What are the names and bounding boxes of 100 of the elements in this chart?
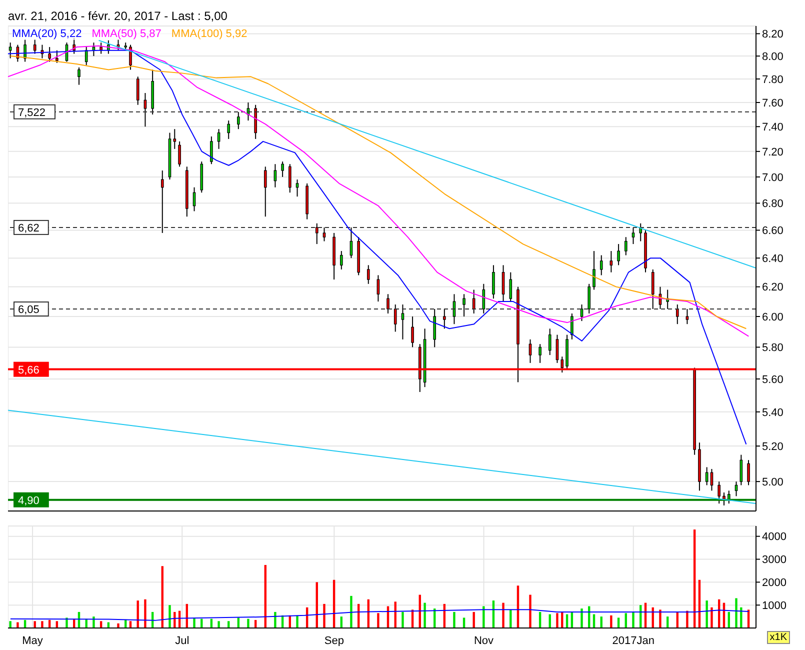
bar [706,600,708,628]
bar [556,613,558,628]
candlestick [350,226,353,259]
series-label: MMA(20) 5,22 [12,28,82,40]
candlestick [588,283,591,314]
y-tick-label: 7.40 [762,122,784,134]
candlestick [610,250,613,273]
candlestick [411,316,414,348]
y-tick-label: 8.00 [762,50,784,63]
text: MMA(100) 5,92 [171,28,248,40]
candlestick [705,466,708,486]
bar [610,615,612,628]
y-tick-label: 5.80 [762,342,784,354]
y-tick-label: 6.20 [762,282,784,294]
candlestick [78,66,80,86]
bar [453,612,456,628]
candlestick [600,254,603,276]
bar [529,594,532,628]
candlestick [686,308,689,325]
candlestick [676,304,679,325]
bar [350,596,352,628]
y-tick-label: 6.60 [762,225,784,238]
bar [66,618,68,628]
x-tick-label: Nov [474,634,494,647]
bar [323,604,326,628]
y-tick-label: 1000 [762,600,786,612]
candlestick [288,164,292,194]
bar [41,621,44,628]
bar [117,623,120,628]
candlestick [144,92,147,128]
candlestick [433,308,436,348]
bar [402,612,404,628]
x-tick-label: 2017Jan [612,634,654,647]
candlestick [538,344,542,364]
candlestick [178,140,181,168]
x-tick-label: Sep [324,634,344,647]
bar [686,610,688,628]
candlestick [624,236,628,256]
candlestick [710,468,714,492]
y-tick-label: 4000 [762,531,786,544]
candlestick [217,128,220,150]
y-tick-label: 3000 [762,554,786,566]
ref-line-label: 7,522 [18,106,46,119]
bar [377,613,380,628]
y-tick-label: 5.40 [762,406,784,419]
candlestick [651,268,654,310]
candlestick [632,226,635,245]
chart-title: avr. 21, 2016 - févr. 20, 2017 - Last : 5,00 [8,8,228,24]
ref-line-label: 4,90 [18,494,40,507]
candlestick [210,136,213,165]
candlestick [740,454,743,486]
candlestick [592,250,596,290]
bar [472,612,475,628]
bar [193,618,196,628]
candlestick [129,44,132,70]
candlestick [492,264,495,300]
y-tick-label: 6.80 [762,198,784,210]
candlestick [528,338,532,364]
bar [710,607,713,628]
candlestick [401,304,404,340]
candlestick [33,38,36,54]
candlestick [718,481,720,504]
bar [296,615,298,628]
candlestick [48,46,51,62]
ref-line-label: 6,62 [18,222,40,234]
candlestick [560,356,564,374]
candlestick [296,179,299,198]
candlestick [322,226,326,242]
candlestick [727,490,730,504]
y-tick-label: 5.60 [762,374,784,386]
candlestick [472,289,476,314]
text: x1K [766,631,790,644]
candlestick [340,250,343,270]
bar [168,605,171,628]
candlestick [24,38,26,62]
candlestick [315,222,318,245]
ref-line-label: 5,66 [18,364,40,376]
bar [424,602,426,628]
bar [502,602,504,628]
candlestick [227,120,230,140]
candlestick [570,312,574,340]
y-tick-label: 8.20 [762,28,784,41]
bar [92,616,95,628]
candlestick [173,128,176,150]
y-tick-label: 6.40 [762,252,784,265]
y-tick-label: 7.60 [762,97,784,110]
y-tick-label: 2000 [762,577,786,590]
candlestick [264,166,267,218]
candlestick [160,170,164,234]
candlestick [376,274,380,302]
line-series [10,609,750,621]
y-tick-label: 6.00 [762,311,784,324]
candlestick [136,76,140,106]
y-tick-label: 7.20 [762,146,784,158]
ref-line-label: 6,05 [18,304,40,316]
bar [735,598,738,628]
bar [580,608,583,628]
candlestick [281,161,284,178]
candlestick [56,50,58,64]
y-tick-label: 5.20 [762,440,784,453]
